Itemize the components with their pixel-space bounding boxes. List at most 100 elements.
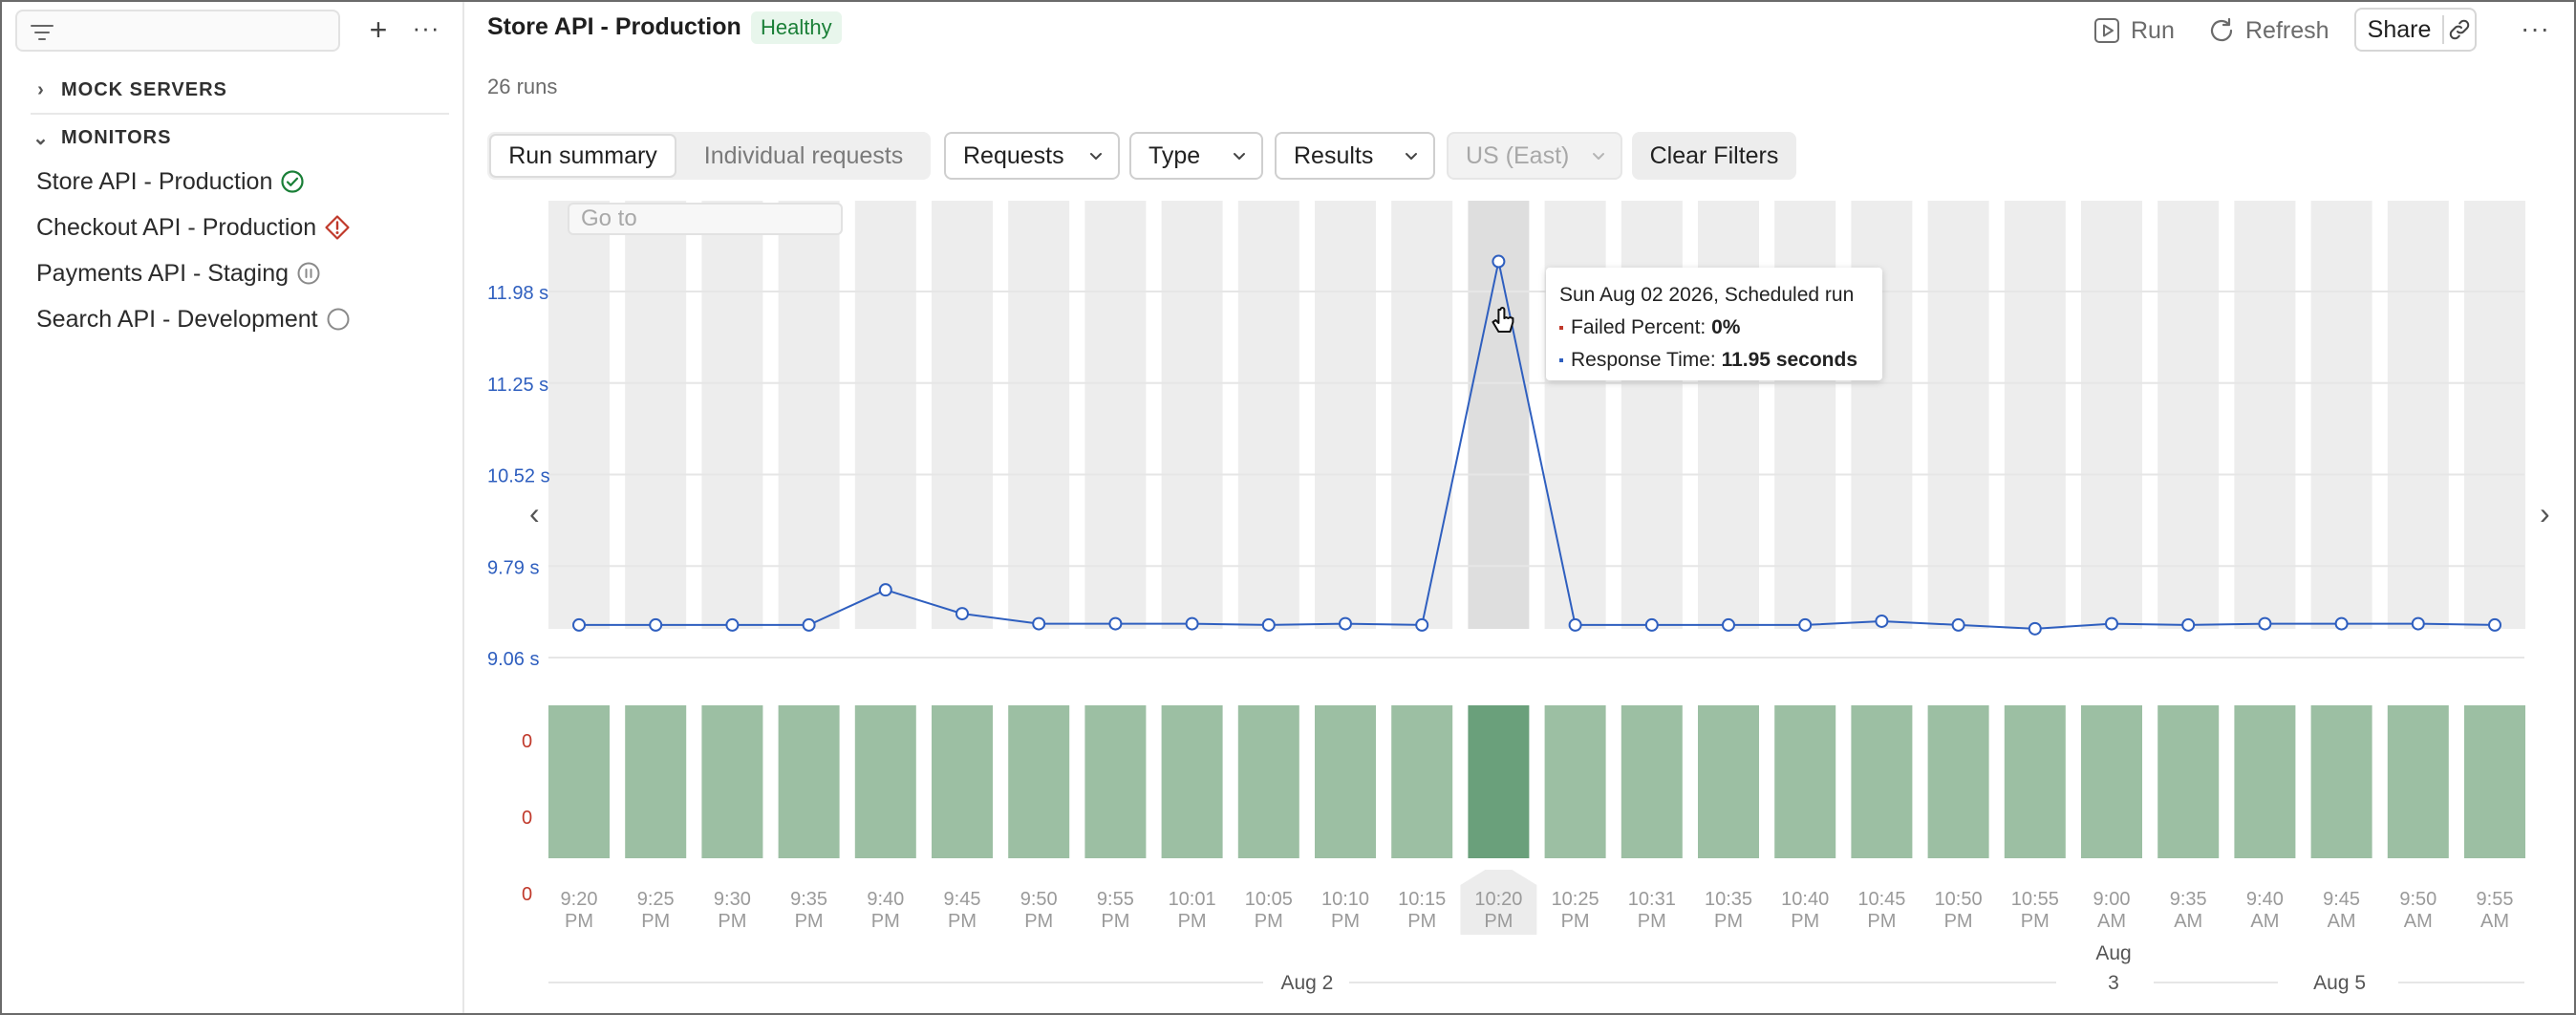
failed-percent-bar bbox=[2004, 705, 2066, 858]
x-tick-label: PM bbox=[1867, 911, 1896, 932]
data-point bbox=[1261, 617, 1276, 632]
add-icon[interactable]: + bbox=[369, 12, 388, 47]
x-tick-label: PM bbox=[1407, 911, 1436, 932]
filter-icon bbox=[31, 25, 54, 40]
tab-individual-requests[interactable]: Individual requests bbox=[703, 141, 904, 169]
x-tick-label: PM bbox=[1331, 911, 1360, 932]
run-button[interactable]: Run bbox=[2093, 10, 2175, 52]
monitor-item-payments-api[interactable]: Payments API - Staging bbox=[36, 254, 321, 292]
failed-percent-bar bbox=[701, 705, 763, 858]
view-toggle: Run summary Individual requests bbox=[487, 132, 931, 180]
more-options-icon[interactable]: ··· bbox=[2521, 13, 2550, 43]
failed-percent-bar bbox=[625, 705, 687, 858]
results-dropdown[interactable]: Results bbox=[1275, 132, 1435, 180]
play-icon bbox=[2094, 18, 2119, 43]
requests-dropdown[interactable]: Requests bbox=[944, 132, 1120, 180]
data-point bbox=[1108, 616, 1123, 631]
chevron-down-icon bbox=[1406, 153, 1417, 160]
failed-percent-bar bbox=[2081, 705, 2142, 858]
failed-percent-bar bbox=[1698, 705, 1759, 858]
data-point bbox=[725, 617, 740, 632]
run-column bbox=[1161, 201, 1223, 629]
failed-tick-label: 0 bbox=[522, 731, 532, 752]
x-tick-label: 10:10 bbox=[1321, 889, 1369, 910]
section-mock-servers[interactable]: › MOCK SERVERS bbox=[31, 73, 227, 107]
divider bbox=[2442, 15, 2444, 44]
chevron-right-icon[interactable]: › bbox=[2540, 496, 2550, 530]
warning-diamond-icon bbox=[324, 214, 351, 241]
section-label: MOCK SERVERS bbox=[61, 78, 227, 100]
chevron-left-icon[interactable]: ‹ bbox=[529, 496, 540, 530]
failed-percent-bar bbox=[1391, 705, 1453, 858]
x-tick-label: PM bbox=[2021, 911, 2050, 932]
y-tick-label: 9.06 s bbox=[487, 649, 539, 670]
dropdown-label: Results bbox=[1294, 141, 1374, 169]
run-column bbox=[1315, 201, 1376, 629]
failed-percent-bar bbox=[2234, 705, 2296, 858]
failed-percent-bar bbox=[1468, 705, 1530, 858]
more-options-icon[interactable]: ··· bbox=[412, 13, 440, 42]
hand-cursor-shape bbox=[1492, 307, 1514, 333]
refresh-button[interactable]: Refresh bbox=[2207, 10, 2329, 52]
clear-filters-button[interactable]: Clear Filters bbox=[1632, 132, 1796, 180]
x-tick-label: 9:50 bbox=[2399, 889, 2436, 910]
failed-percent-bar bbox=[1851, 705, 1913, 858]
x-tick-label: PM bbox=[948, 911, 977, 932]
x-tick-label: PM bbox=[565, 911, 593, 932]
tooltip-title: Sun Aug 02 2026, Scheduled run bbox=[1559, 284, 1855, 306]
copy-link-button[interactable] bbox=[2444, 18, 2475, 41]
data-point bbox=[1492, 254, 1506, 269]
run-column bbox=[2004, 201, 2066, 629]
data-point bbox=[2488, 617, 2501, 632]
run-column bbox=[2464, 201, 2525, 629]
failed-percent-bar bbox=[1084, 705, 1147, 858]
failed-percent-bar bbox=[2310, 705, 2372, 858]
section-monitors[interactable]: ⌄ MONITORS bbox=[31, 120, 171, 155]
chevron-down-icon: ⌄ bbox=[32, 127, 50, 149]
data-point bbox=[1875, 614, 1889, 628]
failed-percent-bar bbox=[854, 705, 916, 858]
run-column bbox=[2387, 201, 2449, 629]
x-tick-label: 10:31 bbox=[1628, 889, 1676, 910]
data-point bbox=[1032, 616, 1046, 631]
chart-tooltip: Sun Aug 02 2026, Scheduled run Failed Pe… bbox=[1546, 268, 1882, 380]
x-tick-label: AM bbox=[2250, 911, 2279, 932]
share-button[interactable]: Share bbox=[2367, 15, 2432, 43]
data-point bbox=[955, 607, 969, 621]
monitor-item-store-api[interactable]: Store API - Production bbox=[36, 162, 305, 201]
run-column bbox=[1698, 201, 1759, 629]
x-tick-label: PM bbox=[1484, 911, 1513, 932]
monitor-item-search-api[interactable]: Search API - Development bbox=[36, 300, 351, 338]
x-tick-label: 10:15 bbox=[1398, 889, 1446, 910]
failed-percent-bar bbox=[2157, 705, 2220, 858]
run-column bbox=[701, 201, 763, 629]
x-tick-label: PM bbox=[1561, 911, 1590, 932]
section-label: MONITORS bbox=[61, 126, 172, 148]
run-column bbox=[778, 201, 840, 629]
sidebar: + ··· › MOCK SERVERS ⌄ MONITORS Store AP… bbox=[2, 2, 464, 1013]
failed-percent-bar bbox=[1544, 705, 1606, 858]
x-tick-label: PM bbox=[1101, 911, 1129, 932]
failed-percent-bar bbox=[1927, 705, 1989, 858]
goto-input[interactable]: Go to bbox=[568, 203, 843, 235]
run-column bbox=[2157, 201, 2220, 629]
monitor-item-checkout-api[interactable]: Checkout API - Production bbox=[36, 208, 351, 247]
data-point bbox=[1185, 616, 1199, 631]
data-point bbox=[1798, 617, 1813, 632]
refresh-icon bbox=[2210, 17, 2233, 42]
data-point bbox=[1644, 617, 1659, 632]
run-column bbox=[2234, 201, 2296, 629]
tooltip-failed-value: 0% bbox=[1711, 316, 1741, 338]
data-point bbox=[2411, 616, 2425, 631]
failed-percent-bar bbox=[1774, 705, 1836, 858]
x-tick-label: PM bbox=[1638, 911, 1666, 932]
sidebar-filter-input[interactable] bbox=[15, 10, 340, 52]
x-tick-label: 10:20 bbox=[1474, 889, 1522, 910]
data-point bbox=[572, 617, 586, 632]
x-tick-label: 10:45 bbox=[1857, 889, 1905, 910]
type-dropdown[interactable]: Type bbox=[1129, 132, 1263, 180]
run-column bbox=[854, 201, 916, 629]
link-icon bbox=[2449, 19, 2470, 40]
x-tick-label: 9:55 bbox=[1097, 889, 1134, 910]
tab-run-summary[interactable]: Run summary bbox=[489, 134, 676, 178]
